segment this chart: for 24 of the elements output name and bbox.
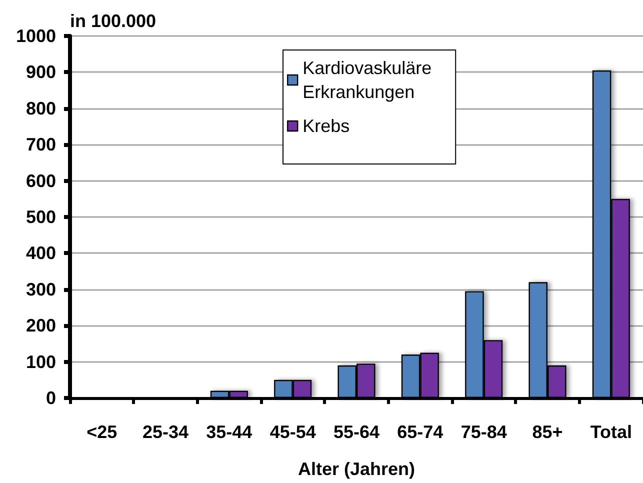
y-tick-label: 600 — [26, 170, 56, 191]
y-tick-label: 0 — [46, 388, 56, 408]
y-tick-label: 900 — [26, 62, 56, 82]
legend-label: Kardiovaskuläre Erkrankungen — [302, 58, 437, 102]
x-tick-label: 55-64 — [333, 422, 380, 442]
x-tick-label: 85+ — [532, 422, 563, 442]
x-tick-label: 75-84 — [460, 422, 507, 442]
x-tick-label: 25-34 — [142, 422, 189, 442]
x-axis-title: Alter (Jahren) — [298, 459, 416, 479]
y-axis-title: in 100.000 — [70, 11, 156, 31]
y-tick-label: 200 — [26, 316, 56, 336]
x-tick-label: 45-54 — [270, 422, 316, 442]
x-tick-label: Total — [590, 422, 632, 442]
y-tick-label: 100 — [26, 352, 56, 372]
y-tick-label: 700 — [26, 134, 56, 155]
y-tick-label: 400 — [26, 243, 56, 264]
legend-label: Krebs — [302, 116, 350, 136]
y-tick-label: 1000 — [16, 26, 56, 46]
y-tick-label: 500 — [26, 207, 56, 227]
x-tick-label: <25 — [86, 422, 118, 442]
y-tick-label: 300 — [26, 279, 56, 300]
x-tick-label: 35-44 — [206, 422, 252, 442]
y-tick-label: 800 — [26, 98, 56, 118]
x-tick-label: 65-74 — [397, 422, 444, 442]
